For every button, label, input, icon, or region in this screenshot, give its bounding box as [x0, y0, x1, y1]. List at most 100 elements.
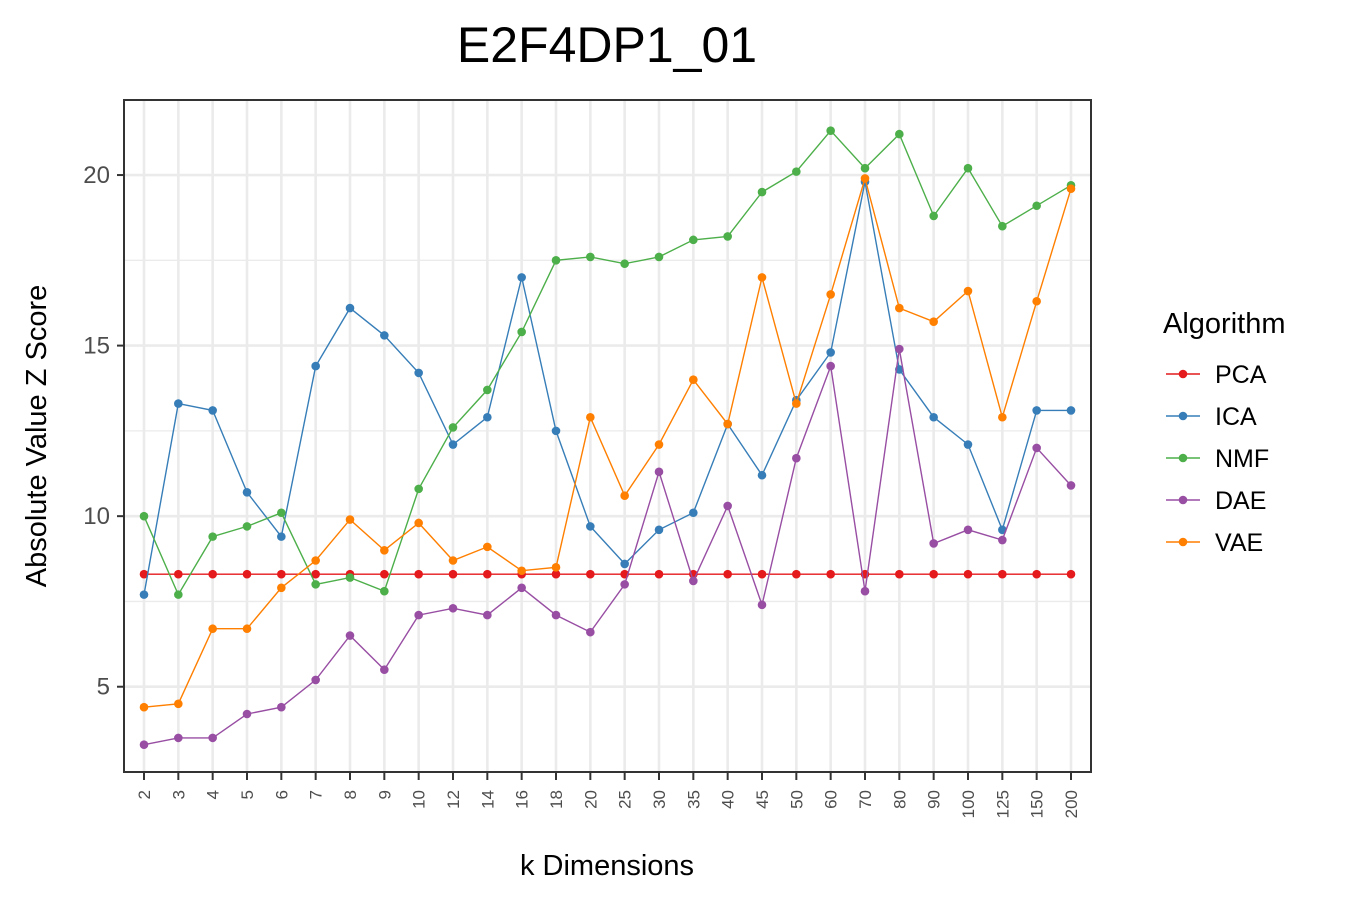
data-point	[654, 440, 664, 449]
data-point	[242, 487, 252, 497]
data-point	[414, 518, 423, 528]
data-point	[895, 569, 904, 579]
data-point	[414, 368, 423, 378]
x-tick-label: 7	[307, 790, 326, 799]
data-point	[242, 569, 252, 579]
data-point	[483, 412, 492, 422]
data-point	[174, 569, 183, 579]
x-tick-label: 6	[272, 790, 291, 799]
data-point	[757, 600, 767, 610]
data-point	[139, 590, 149, 599]
x-tick-label: 90	[925, 790, 944, 809]
data-point	[826, 348, 835, 357]
series-line	[143, 175, 1072, 708]
data-point	[895, 129, 904, 139]
data-point	[586, 627, 595, 637]
data-point	[277, 532, 286, 541]
data-point	[345, 515, 355, 524]
data-point	[448, 603, 458, 613]
data-point	[963, 163, 973, 173]
data-point	[826, 569, 835, 579]
data-point	[551, 256, 561, 265]
legend-label: ICA	[1215, 403, 1257, 431]
data-point	[551, 563, 561, 572]
data-point	[723, 419, 732, 429]
x-tick-label: 125	[993, 790, 1012, 818]
x-tick-label: 40	[719, 790, 738, 809]
x-tick-label: 50	[787, 790, 806, 809]
data-point	[345, 303, 355, 313]
data-point	[311, 556, 320, 565]
data-point	[895, 344, 904, 354]
x-tick-label: 60	[822, 790, 841, 809]
data-point	[517, 583, 526, 593]
data-point	[448, 556, 458, 565]
data-point	[723, 569, 732, 579]
data-point	[277, 702, 286, 712]
legend-key-point	[1178, 453, 1188, 463]
y-tick-label: 5	[97, 674, 110, 701]
data-point	[963, 525, 973, 535]
data-point	[208, 406, 217, 415]
data-point	[860, 174, 870, 183]
y-axis-title: Absolute Value Z Score	[21, 285, 53, 588]
legend-label: PCA	[1215, 361, 1267, 389]
data-point	[620, 259, 629, 269]
data-point	[242, 624, 252, 634]
legend-label: NMF	[1215, 445, 1269, 473]
data-point	[311, 675, 320, 685]
data-point	[689, 576, 698, 586]
legend-item-pca: PCA	[1166, 361, 1267, 389]
data-point	[277, 569, 286, 579]
data-point	[929, 317, 938, 327]
data-point	[208, 624, 217, 634]
legend-key-point	[1178, 369, 1188, 379]
series-layer	[139, 126, 1076, 750]
x-tick-label: 8	[341, 790, 360, 799]
data-point	[448, 440, 458, 449]
data-point	[1066, 406, 1076, 415]
x-tick-label: 2	[135, 790, 154, 799]
data-point	[1032, 201, 1041, 211]
data-point	[551, 569, 561, 579]
legend-item-nmf: NMF	[1166, 445, 1269, 473]
data-point	[826, 361, 835, 371]
x-tick-label: 45	[753, 790, 772, 809]
data-point	[551, 610, 561, 620]
series-line	[143, 129, 1072, 597]
data-point	[448, 569, 458, 579]
data-point	[345, 573, 355, 582]
data-point	[586, 522, 595, 531]
data-point	[689, 235, 698, 245]
data-point	[311, 580, 320, 589]
data-point	[723, 501, 732, 511]
series-line	[143, 181, 1071, 595]
data-point	[757, 187, 767, 197]
data-point	[380, 545, 389, 555]
data-point	[414, 610, 423, 620]
data-point	[139, 511, 149, 521]
x-tick-label: 30	[650, 790, 669, 809]
data-point	[860, 163, 870, 173]
legend-item-vae: VAE	[1166, 529, 1263, 557]
x-tick-label: 150	[1028, 790, 1047, 818]
data-point	[311, 361, 320, 371]
x-tick-label: 80	[890, 790, 909, 809]
data-point	[963, 569, 973, 579]
data-point	[1066, 569, 1076, 579]
data-point	[311, 569, 320, 579]
x-tick-label: 25	[616, 790, 635, 809]
data-point	[242, 709, 252, 719]
data-point	[826, 290, 835, 299]
data-point	[483, 610, 492, 620]
data-point	[586, 569, 595, 579]
x-tick-label: 100	[959, 790, 978, 818]
x-tick-label: 35	[684, 790, 703, 809]
legend-title: Algorithm	[1163, 308, 1286, 340]
x-tick-label: 14	[478, 790, 497, 809]
x-tick-label: 4	[204, 790, 223, 799]
grid	[124, 100, 1091, 773]
data-point	[174, 399, 183, 408]
data-point	[1066, 184, 1076, 193]
